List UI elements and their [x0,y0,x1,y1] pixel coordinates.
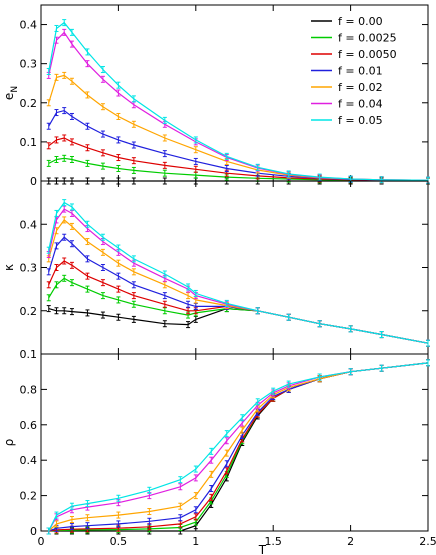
legend-label: f = 0.02 [338,81,383,94]
y-axis-label: eN [2,86,20,100]
series-line-f-0-01 [48,236,429,344]
y-tick-label: 0.1 [20,348,38,361]
y-tick-label: 0.2 [20,97,38,110]
y-axis-label: ρ [2,439,16,447]
x-axis-label: T [258,543,267,555]
legend-label: f = 0.05 [338,114,383,127]
y-axis-label: κ [2,264,16,271]
series-line-f-0-0050 [48,260,429,344]
series-line-f-0-05 [48,201,429,344]
y-tick-label: 0.1 [20,136,38,149]
legend-label: f = 0.04 [338,98,383,111]
y-axis-label-subscript: N [10,86,20,93]
y-tick-label: 0.4 [20,454,38,467]
y-tick-label: 0.6 [20,419,38,432]
y-tick-label: 0 [30,175,37,188]
y-axis-label-main: κ [2,264,16,271]
y-axis-label-main: ρ [2,439,16,447]
y-tick-label: 0.4 [20,218,38,231]
series-line-f-0-0025 [48,277,429,344]
x-tick-label: 2.5 [419,535,436,548]
x-tick-label: 2 [347,535,354,548]
x-tick-label: 1.5 [264,535,282,548]
y-axis-label-main: e [2,93,16,100]
panel-3-frame [40,353,429,532]
legend-label: f = 0.01 [338,65,383,78]
legend-label: f = 0.0050 [338,48,397,61]
y-tick-label: 0.3 [20,58,38,71]
series-line-f-0-05 [48,362,429,532]
series-line-f-0-04 [48,208,429,344]
x-tick-label: 0 [38,535,45,548]
y-tick-label: 0.3 [20,262,38,275]
series-line-f-0-00 [48,307,429,344]
panel-2-frame [40,180,429,355]
x-tick-label: 1 [192,535,199,548]
x-tick-label: 0.5 [110,535,128,548]
legend-label: f = 0.00 [338,15,383,28]
series-line-f-0-0050 [48,137,429,182]
legend-label: f = 0.0025 [338,32,397,45]
y-tick-label: 0.8 [20,383,38,396]
series-line-f-0-02 [48,362,429,532]
series-line-f-0-0050 [48,362,429,532]
y-tick-label: 0.2 [20,305,38,318]
y-tick-label: 0.4 [20,19,38,32]
y-tick-label: 0 [30,525,37,538]
y-tick-label: 0.2 [20,490,38,503]
